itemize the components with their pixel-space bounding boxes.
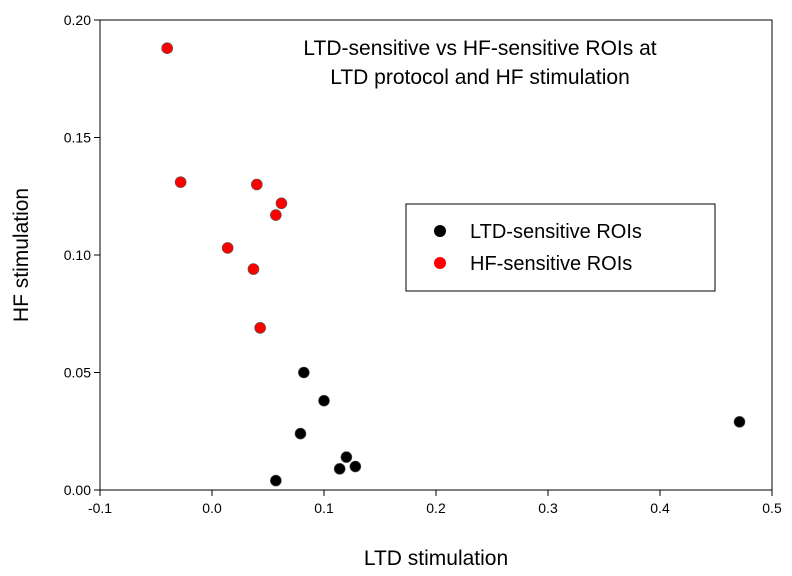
legend-marker-ltd: [434, 225, 446, 237]
legend-box: [405, 203, 716, 292]
chart-title-line-1: LTD-sensitive vs HF-sensitive ROIs at: [303, 37, 656, 60]
hf-sensitive-point: [250, 178, 263, 191]
y-tick-label: 0.15: [64, 130, 91, 146]
ltd-sensitive-point: [318, 394, 330, 407]
y-axis-ticks: 0.00 0.05 0.10 0.15 0.20: [64, 12, 100, 498]
hf-sensitive-point: [247, 263, 260, 275]
ltd-sensitive-point: [349, 460, 362, 473]
x-tick-label: 0.3: [538, 500, 558, 516]
legend-label-ltd: LTD-sensitive ROIs: [470, 221, 642, 243]
x-tick-label: -0.1: [88, 500, 112, 516]
x-axis-ticks: -0.1 0.0 0.1 0.2 0.3 0.4 0.5: [88, 490, 782, 516]
legend-label-hf: HF-sensitive ROIs: [470, 253, 632, 275]
y-tick-label: 0.00: [64, 482, 91, 498]
y-tick-label: 0.20: [64, 12, 91, 28]
legend: LTD-sensitive ROIs HF-sensitive ROIs: [405, 203, 716, 292]
hf-sensitive-point: [221, 242, 234, 254]
y-axis-title: HF stimulation: [10, 188, 33, 322]
y-tick-label: 0.05: [64, 365, 91, 381]
x-tick-label: 0.0: [202, 500, 222, 516]
ltd-sensitive-point: [270, 474, 282, 487]
y-tick-label: 0.10: [64, 247, 91, 263]
x-tick-label: 0.4: [650, 500, 670, 516]
x-tick-label: 0.1: [314, 500, 334, 516]
hf-sensitive-point: [275, 197, 288, 210]
hf-sensitive-point: [270, 209, 282, 221]
hf-sensitive-point: [174, 176, 187, 188]
hf-sensitive-point: [254, 322, 266, 334]
chart-title-line-2: LTD protocol and HF stimulation: [330, 66, 630, 89]
x-tick-label: 0.2: [426, 500, 446, 516]
ltd-sensitive-point: [333, 463, 346, 475]
data-points: [161, 42, 746, 487]
x-axis-title: LTD stimulation: [364, 547, 508, 570]
ltd-sensitive-point: [294, 427, 307, 440]
ltd-sensitive-point: [733, 416, 746, 428]
ltd-sensitive-point: [340, 451, 353, 463]
ltd-sensitive-point: [298, 366, 310, 379]
legend-marker-hf: [434, 257, 446, 269]
x-tick-label: 0.5: [762, 500, 782, 516]
hf-sensitive-point: [161, 42, 173, 55]
